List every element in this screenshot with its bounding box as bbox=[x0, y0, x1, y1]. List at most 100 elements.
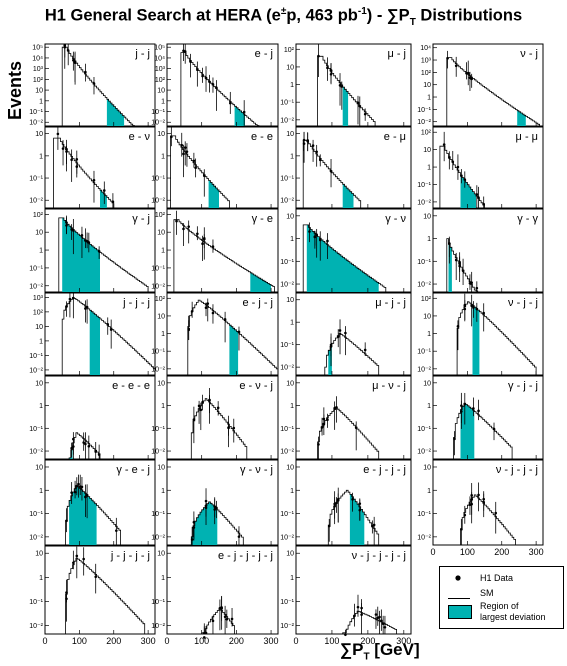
data-point bbox=[208, 398, 211, 402]
y-tick-label: 10⁻¹ bbox=[280, 599, 294, 606]
data-point bbox=[194, 166, 197, 170]
data-point bbox=[336, 497, 340, 501]
legend-region-label-1: Region of bbox=[480, 601, 519, 611]
data-point bbox=[363, 112, 367, 116]
x-tick-label: 300 bbox=[264, 636, 279, 646]
data-point bbox=[326, 418, 329, 422]
sm-histogram-line bbox=[446, 238, 479, 292]
y-tick-label: 10 bbox=[157, 380, 165, 387]
panel-frame bbox=[166, 375, 279, 460]
channel-label: γ - ν - j bbox=[240, 464, 273, 476]
data-point bbox=[72, 58, 75, 62]
channel-label: e - e - e bbox=[112, 380, 150, 392]
data-point bbox=[315, 150, 318, 154]
data-point bbox=[380, 619, 383, 622]
data-point bbox=[70, 446, 73, 450]
data-point bbox=[466, 71, 470, 75]
data-point bbox=[190, 309, 194, 313]
data-point bbox=[477, 493, 480, 497]
sm-histogram-line bbox=[61, 297, 156, 375]
data-point bbox=[329, 73, 333, 76]
y-tick-label: 10⁻² bbox=[151, 534, 165, 541]
deviation-region bbox=[472, 305, 480, 375]
deviation-region bbox=[229, 325, 239, 375]
data-point bbox=[115, 529, 118, 532]
panel-frame bbox=[432, 375, 544, 460]
y-tick-label: 1 bbox=[39, 575, 43, 582]
channel-label: e - e bbox=[251, 131, 273, 143]
y-tick-label: 1 bbox=[161, 98, 165, 105]
y-tick-label: 10 bbox=[286, 297, 294, 304]
y-tick-label: 10 bbox=[157, 464, 165, 471]
x-tick-label: 200 bbox=[106, 636, 121, 646]
y-tick-label: 10⁴ bbox=[154, 55, 165, 62]
data-point bbox=[463, 178, 467, 181]
y-tick-label: 10⁻² bbox=[29, 120, 43, 127]
legend-data-label: H1 Data bbox=[480, 573, 514, 583]
y-tick-label: 10⁻¹ bbox=[151, 599, 165, 606]
data-point bbox=[192, 418, 196, 421]
data-point bbox=[190, 538, 194, 541]
data-point bbox=[56, 132, 60, 136]
data-point bbox=[215, 86, 218, 90]
data-point bbox=[456, 165, 460, 169]
y-tick-label: 10⁻¹ bbox=[280, 511, 294, 518]
y-tick-label: 10³ bbox=[421, 58, 432, 65]
y-tick-label: 10⁻² bbox=[151, 198, 165, 205]
data-point bbox=[472, 306, 475, 309]
y-tick-label: 10² bbox=[155, 296, 166, 303]
panel-frame bbox=[295, 545, 412, 635]
data-point-icon bbox=[454, 573, 462, 585]
y-tick-label: 10⁻² bbox=[417, 199, 431, 206]
y-tick-label: 10⁻¹ bbox=[280, 100, 294, 107]
data-point bbox=[494, 511, 498, 515]
x-tick-label: 300 bbox=[529, 547, 544, 557]
y-tick-label: 10⁻¹ bbox=[29, 353, 43, 360]
sm-histogram-line bbox=[65, 557, 146, 634]
data-point bbox=[82, 557, 85, 561]
panel-frame bbox=[166, 208, 279, 293]
data-point bbox=[371, 524, 374, 528]
panel-frame bbox=[432, 126, 544, 209]
y-tick-label: 10⁻² bbox=[280, 534, 294, 541]
channel-label: j - j bbox=[134, 48, 150, 60]
data-point bbox=[492, 427, 496, 431]
data-point bbox=[458, 260, 461, 264]
y-tick-label: 10 bbox=[157, 88, 165, 95]
data-point bbox=[84, 307, 87, 310]
data-point bbox=[80, 485, 84, 489]
sm-histogram-line bbox=[456, 301, 537, 375]
data-point bbox=[170, 135, 173, 139]
deviation-region bbox=[89, 310, 100, 375]
y-tick-label: 1 bbox=[161, 331, 165, 338]
y-tick-label: 1 bbox=[290, 82, 294, 89]
data-point bbox=[97, 453, 101, 456]
data-point bbox=[472, 407, 475, 410]
data-point bbox=[72, 229, 75, 232]
y-tick-label: 10 bbox=[157, 131, 165, 138]
x-tick-label: 100 bbox=[324, 636, 339, 646]
x-tick-label: 0 bbox=[42, 636, 47, 646]
y-tick-label: 10⁻² bbox=[29, 449, 43, 456]
x-axis-label-end: [GeV] bbox=[369, 640, 420, 659]
data-point bbox=[317, 443, 320, 446]
data-point bbox=[175, 219, 178, 223]
y-tick-label: 1 bbox=[39, 248, 43, 255]
data-point bbox=[358, 508, 362, 512]
data-point bbox=[216, 406, 220, 410]
y-tick-label: 10² bbox=[155, 77, 166, 84]
data-point bbox=[85, 305, 89, 309]
y-tick-label: 10 bbox=[286, 551, 294, 558]
data-point bbox=[202, 174, 206, 177]
data-point bbox=[338, 329, 342, 332]
data-point bbox=[84, 442, 87, 446]
sm-histogram-line bbox=[170, 135, 230, 208]
data-point bbox=[454, 64, 458, 68]
panel-frame bbox=[432, 292, 544, 376]
y-tick-label: 10⁻¹ bbox=[29, 426, 43, 433]
data-point bbox=[94, 575, 98, 579]
y-tick-label: 10 bbox=[35, 380, 43, 387]
y-tick-label: 10⁻² bbox=[417, 119, 431, 126]
data-point bbox=[187, 225, 190, 228]
data-point bbox=[85, 493, 89, 497]
